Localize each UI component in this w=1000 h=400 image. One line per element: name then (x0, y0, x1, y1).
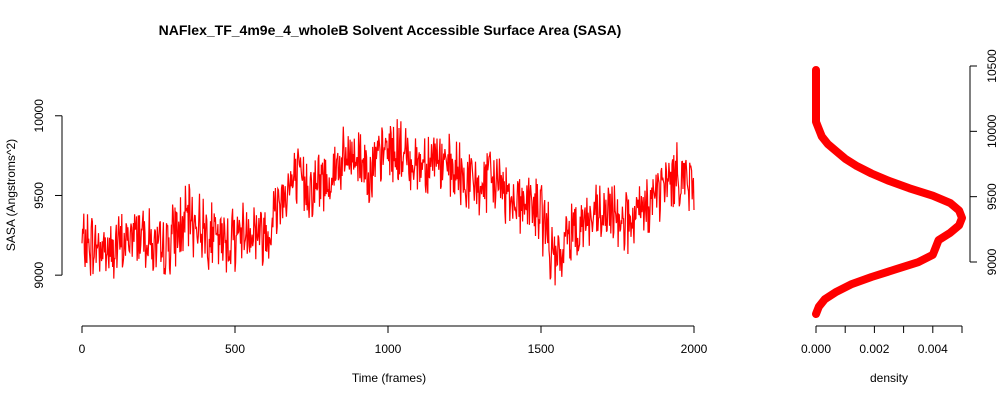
density-y-axis: 9000 9500 10000 10500 (969, 49, 999, 275)
y-axis-label: SASA (Angstroms^2) (4, 139, 18, 251)
x-tick-label: 500 (225, 342, 245, 356)
density-y-tick-label: 9000 (985, 248, 999, 275)
y-tick-label: 9500 (32, 182, 46, 209)
density-x-axis: 0.000 0.002 0.004 (801, 325, 963, 356)
density-x-tick-label: 0.002 (859, 342, 889, 356)
y-tick-label: 10000 (32, 99, 46, 133)
density-y-tick-label: 10000 (985, 114, 999, 148)
density-plot-panel: 0.000 0.002 0.004 9000 9500 10000 10500 densi… (801, 49, 999, 385)
density-x-tick-label: 0.004 (918, 342, 948, 356)
density-curve (812, 66, 966, 318)
sasa-series-line (81, 119, 695, 286)
density-x-tick-label: 0.000 (801, 342, 831, 356)
y-tick-label: 9000 (32, 261, 46, 288)
chart-title: NAFlex_TF_4m9e_4_wholeB Solvent Accessib… (159, 22, 622, 38)
x-tick-label: 2000 (681, 342, 708, 356)
main-x-axis: 0 500 1000 1500 2000 (79, 325, 708, 356)
x-tick-label: 0 (79, 342, 86, 356)
x-tick-label: 1500 (528, 342, 555, 356)
density-y-tick-label: 10500 (985, 49, 999, 83)
density-y-tick-label: 9500 (985, 183, 999, 210)
x-tick-label: 1000 (375, 342, 402, 356)
main-y-axis: 9000 9500 10000 (32, 99, 63, 289)
main-plot-panel: 0 500 1000 1500 2000 9000 9500 10000 Time (fra… (4, 99, 708, 385)
x-axis-label: Time (frames) (352, 371, 426, 385)
density-x-axis-label: density (870, 371, 908, 385)
